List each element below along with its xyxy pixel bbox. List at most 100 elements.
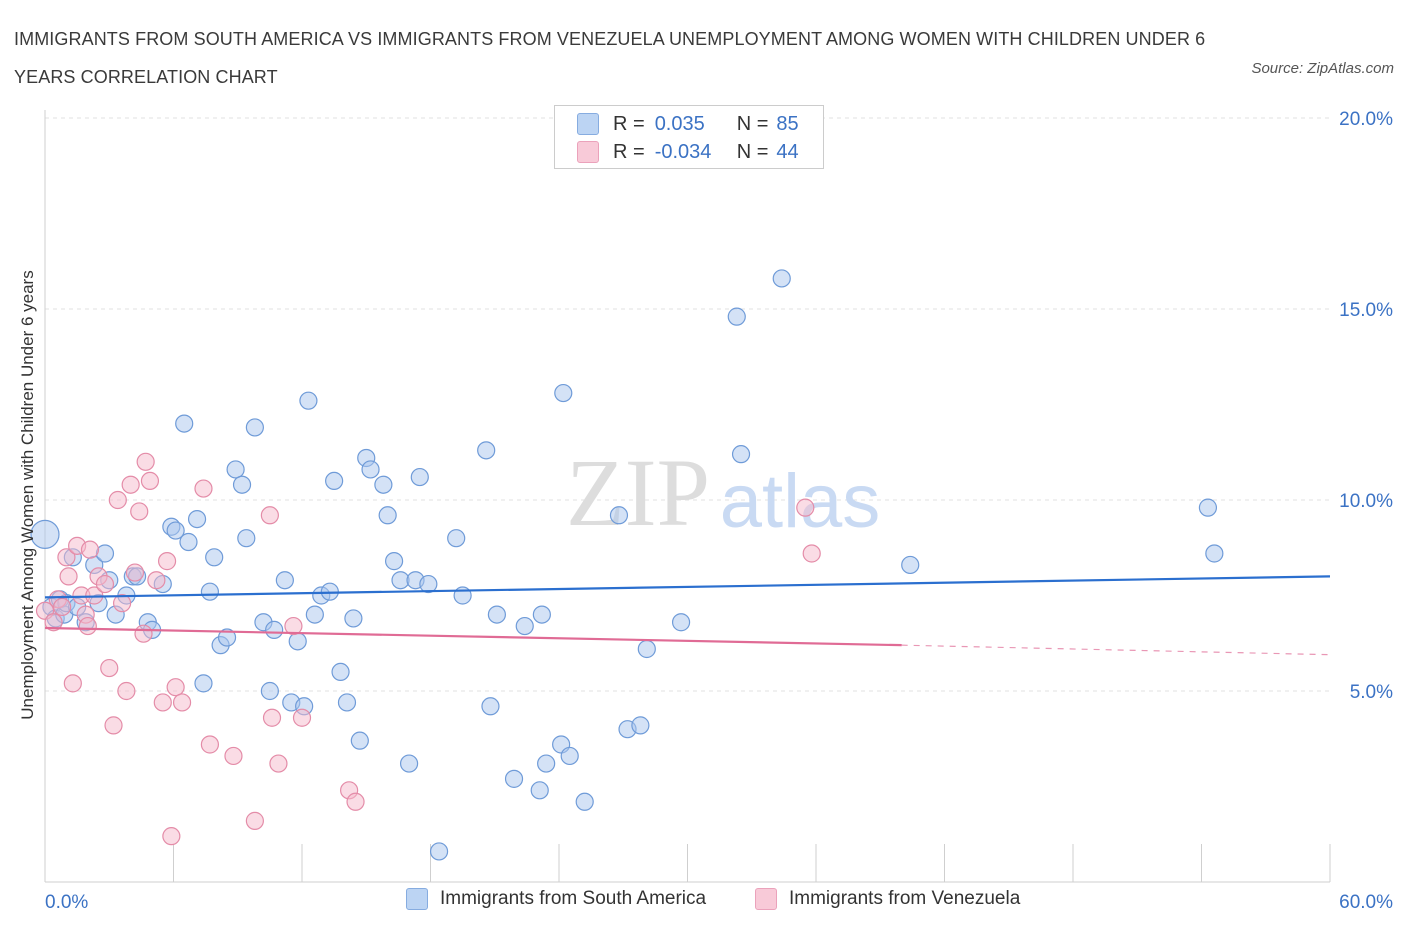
data-point [187, 509, 207, 529]
data-point [157, 552, 177, 571]
data-point [134, 624, 153, 643]
bottom-legend-swatch-south-america [406, 888, 428, 910]
data-point [53, 597, 72, 617]
data-point [554, 383, 573, 403]
data-point [609, 506, 629, 525]
data-point [671, 613, 691, 632]
data-point [224, 746, 243, 766]
data-point [100, 658, 119, 678]
data-point [104, 716, 123, 735]
bottom-legend-label-south-america: Immigrants from South America [440, 888, 707, 909]
data-point [477, 441, 496, 460]
data-point [117, 681, 136, 701]
trend-line-extension [901, 644, 1331, 656]
data-point [78, 616, 97, 636]
legend-row-venezuela: R = -0.034 N = 44 [577, 139, 799, 165]
data-point [901, 555, 920, 575]
data-point [284, 616, 303, 636]
data-point [269, 754, 288, 773]
tick-labels: 5.0% 10.0% 15.0% 20.0% 0.0% 60.0% [45, 109, 1393, 913]
data-point [532, 605, 551, 624]
data-point [63, 674, 82, 693]
data-point [237, 529, 256, 548]
data-point [166, 521, 185, 540]
legend-r-value: -0.034 [654, 140, 712, 163]
data-point [136, 452, 155, 471]
y-tick-label: 15.0% [1339, 300, 1393, 321]
data-point [200, 582, 220, 601]
bottom-legend-south-america: Immigrants from South America [406, 888, 706, 910]
data-point [108, 490, 127, 510]
data-point [57, 548, 76, 567]
data-point [153, 693, 172, 712]
data-point [166, 678, 185, 697]
data-point [305, 605, 324, 624]
data-point [288, 632, 307, 651]
data-point [504, 769, 524, 788]
series-venezuela-points [35, 452, 821, 846]
data-point [121, 475, 140, 494]
data-point [172, 693, 192, 712]
data-point [265, 620, 284, 639]
legend-n-value: 44 [776, 140, 799, 163]
data-point [325, 471, 344, 490]
data-point [1205, 544, 1224, 563]
data-point [275, 571, 294, 590]
bottom-legend-swatch-venezuela [755, 888, 777, 910]
bottom-legend-label-venezuela: Immigrants from Venezuela [789, 888, 1021, 909]
data-point [59, 567, 78, 586]
data-point [232, 475, 252, 494]
data-point [226, 460, 245, 479]
data-point [262, 708, 282, 727]
data-point [796, 498, 815, 517]
data-point [299, 391, 318, 410]
data-point [130, 502, 149, 521]
trend-lines [44, 575, 1331, 656]
data-point [200, 735, 220, 754]
data-point [175, 414, 194, 433]
data-point [162, 827, 181, 846]
legend-r-value: 0.035 [654, 112, 705, 135]
data-point [1198, 498, 1218, 517]
watermark: ZIP atlas [566, 439, 880, 546]
legend-n-value: 85 [776, 112, 799, 135]
data-point [147, 571, 166, 590]
data-point [260, 506, 279, 525]
data-point [194, 479, 213, 498]
data-point [447, 529, 466, 548]
data-point [637, 639, 656, 659]
data-point [346, 792, 365, 811]
legend-n-label: N = [736, 140, 769, 163]
legend-r-label: R = [613, 112, 645, 135]
data-point [80, 540, 100, 559]
data-point [245, 418, 264, 437]
data-point [350, 731, 369, 750]
legend: R = 0.035 N = 85 R = -0.034 N = 44 [554, 105, 824, 169]
data-point [30, 519, 60, 549]
y-tick-label: 10.0% [1339, 491, 1393, 512]
data-point [429, 842, 449, 861]
data-point [331, 662, 350, 682]
data-point [419, 574, 438, 594]
data-point [374, 475, 393, 494]
data-point [179, 532, 198, 552]
data-point [575, 792, 594, 811]
x-tick-label-min: 0.0% [45, 892, 88, 913]
data-point [95, 544, 115, 563]
legend-row-south-america: R = 0.035 N = 85 [577, 111, 799, 137]
data-point [361, 460, 380, 479]
data-point [731, 445, 751, 464]
data-point [481, 697, 500, 716]
x-tick-label-max: 60.0% [1339, 892, 1393, 913]
bottom-legend-venezuela: Immigrants from Venezuela [755, 888, 1020, 910]
data-point [95, 574, 115, 594]
grid-lines [45, 117, 1330, 692]
legend-swatch-south-america [577, 113, 599, 135]
data-point [384, 552, 404, 571]
source-label: Source: ZipAtlas.com [1251, 60, 1394, 77]
data-point [205, 548, 224, 567]
data-point [515, 616, 534, 636]
y-axis-label: Unemployment Among Women with Children U… [18, 270, 37, 720]
data-point [727, 307, 746, 326]
